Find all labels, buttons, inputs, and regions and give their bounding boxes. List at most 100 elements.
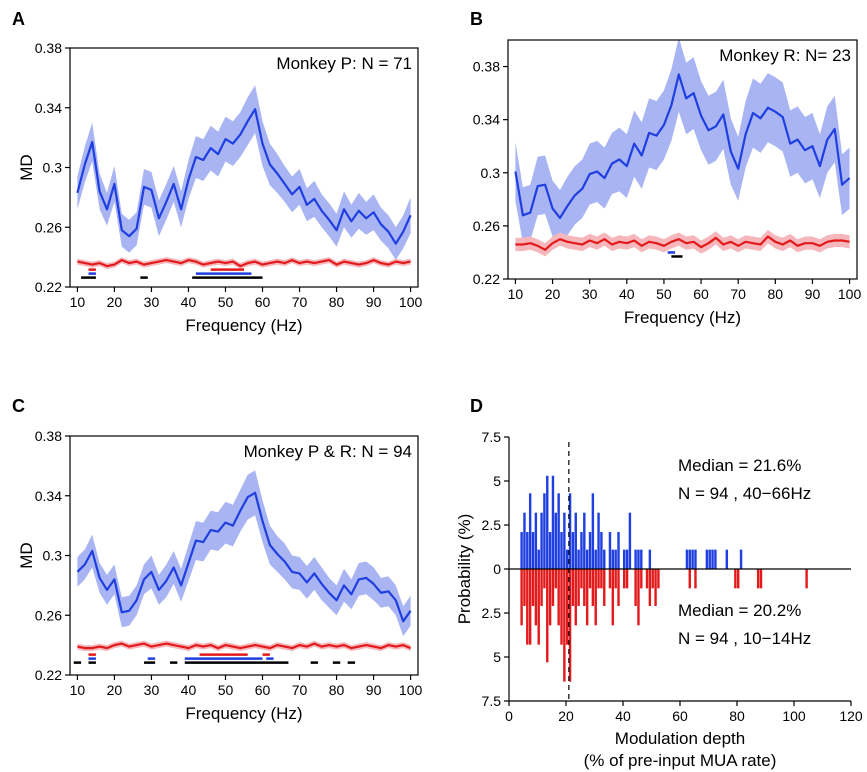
x-tick-label: 0 (505, 708, 513, 724)
histogram-bar-bottom (737, 569, 740, 589)
histogram-bar-bottom (597, 569, 600, 589)
histogram-bar-top (600, 532, 603, 569)
histogram-bar-top (554, 512, 558, 569)
y-tick-label: 0.38 (473, 59, 500, 75)
histogram-bar-top (531, 532, 535, 569)
blue-series-line (514, 73, 851, 219)
histogram-bar-top (526, 532, 529, 569)
histogram-bar-bottom (651, 569, 654, 589)
histogram-bar-top (640, 549, 643, 569)
top-n-text: N = 94 , 40−66Hz (678, 484, 811, 503)
histogram-bar-top (546, 475, 549, 569)
axes-frame (69, 47, 419, 288)
blue-error-band (77, 470, 411, 637)
histogram-bar-top (623, 549, 626, 569)
panel-letter: A (12, 9, 25, 29)
histogram-bar-top (688, 549, 691, 569)
panel-annotation: Monkey P & R: N = 94 (244, 442, 412, 461)
x-tick-label: 100 (399, 294, 423, 310)
y-axis-label: Probability (%) (455, 514, 474, 625)
blue-series-line (76, 108, 412, 245)
x-tick-label: 50 (656, 286, 672, 302)
x-tick-label: 60 (255, 294, 271, 310)
histogram-bar-bottom (617, 569, 620, 606)
red-error-band (77, 640, 411, 652)
histogram-bar-bottom (603, 569, 606, 606)
histogram-bar-bottom (557, 569, 560, 626)
histogram-bar-top (691, 549, 694, 569)
x-tick-label: 30 (582, 286, 598, 302)
blue-error-band (515, 40, 850, 246)
histogram-bar-bottom (756, 569, 760, 589)
histogram-bar-bottom (591, 569, 595, 606)
panel-c: C 0.22 0.26 0.3 0.34 0.38 10 20 30 40 50 60 70 80 90 10… (12, 396, 422, 723)
histogram-bar-bottom (546, 569, 549, 663)
x-tick-label: 30 (144, 294, 160, 310)
y-tick-label: 5 (493, 649, 501, 665)
x-tick-label: 100 (399, 682, 423, 698)
histogram-bar-top (614, 549, 617, 569)
histogram-bar-bottom (534, 569, 538, 626)
x-tick-label: 10 (70, 682, 86, 698)
histogram-bar-bottom (543, 569, 546, 589)
histogram-bar-top (597, 512, 600, 569)
x-tick-label: 10 (70, 294, 86, 310)
x-tick-label: 40 (181, 682, 197, 698)
y-tick-label: 5 (493, 473, 501, 489)
y-tick-label: 0.38 (35, 40, 62, 56)
histogram-bar-bottom (520, 569, 523, 626)
histogram-bar-bottom (574, 569, 577, 626)
x-tick-label: 70 (292, 294, 308, 310)
histogram-bar-bottom (634, 569, 637, 606)
y-tick-label: 7.5 (482, 693, 502, 709)
histogram-bar-top (585, 549, 589, 569)
histogram-bar-top (705, 549, 709, 569)
histogram-bar-bottom (540, 569, 543, 606)
histogram-bar-top (594, 549, 597, 569)
histogram-bar-top (637, 549, 640, 569)
histogram-bar-top (523, 512, 526, 569)
x-tick-label: 60 (255, 682, 271, 698)
x-tick-label: 80 (329, 294, 345, 310)
panel-b: B 0.22 0.26 0.3 0.34 0.38 10 20 30 40 50 60 70 80 90 10… (470, 9, 861, 327)
x-axis-label: Frequency (Hz) (185, 316, 302, 335)
histogram-bar-bottom (568, 569, 572, 682)
histogram-bar-top (560, 532, 563, 569)
histogram-bar-top (551, 475, 555, 569)
histogram-bar-bottom (614, 569, 617, 589)
histogram-bar-top (685, 549, 689, 569)
x-axis-label: Modulation depth (615, 729, 745, 748)
histogram-bar-top (588, 532, 592, 569)
x-tick-label: 10 (508, 286, 524, 302)
histogram-bar-bottom (611, 569, 615, 626)
histogram-bar-bottom (654, 569, 657, 606)
panel-a: A 0.22 0.26 0.3 0.34 0.38 10 20 30 40 50 60 70 80 90 10… (12, 9, 422, 335)
histogram-bar-top (708, 549, 711, 569)
axes-frame (507, 39, 858, 280)
histogram-bar-bottom (577, 569, 580, 606)
histogram-bar-bottom (583, 569, 586, 606)
histogram-bar-top (648, 549, 652, 569)
plot-area (514, 40, 851, 257)
x-tick-label: 90 (805, 286, 821, 302)
y-tick-label: 0.22 (35, 279, 62, 295)
plot-area (76, 470, 412, 652)
histogram-bar-top (694, 549, 697, 569)
y-tick-label: 0.26 (35, 219, 62, 235)
histogram-bar-top (611, 549, 615, 569)
y-axis-label: MD (17, 154, 36, 180)
histogram-bar-top (574, 512, 577, 569)
panel-letter: B (470, 9, 483, 29)
histogram-bar-top (528, 493, 532, 569)
x-tick-label: 20 (545, 286, 561, 302)
histogram-bar-top (557, 493, 560, 569)
x-tick-label: 20 (107, 294, 123, 310)
y-tick-label: 7.5 (482, 429, 502, 445)
histogram-bar-top (577, 549, 580, 569)
histogram-bar-top (520, 532, 523, 569)
histogram-bar-top (617, 532, 620, 569)
y-axis-label: MD (17, 542, 36, 568)
y-tick-label: 0.22 (35, 667, 62, 683)
plot-area (76, 85, 412, 270)
y-tick-label: 0.34 (35, 488, 62, 504)
